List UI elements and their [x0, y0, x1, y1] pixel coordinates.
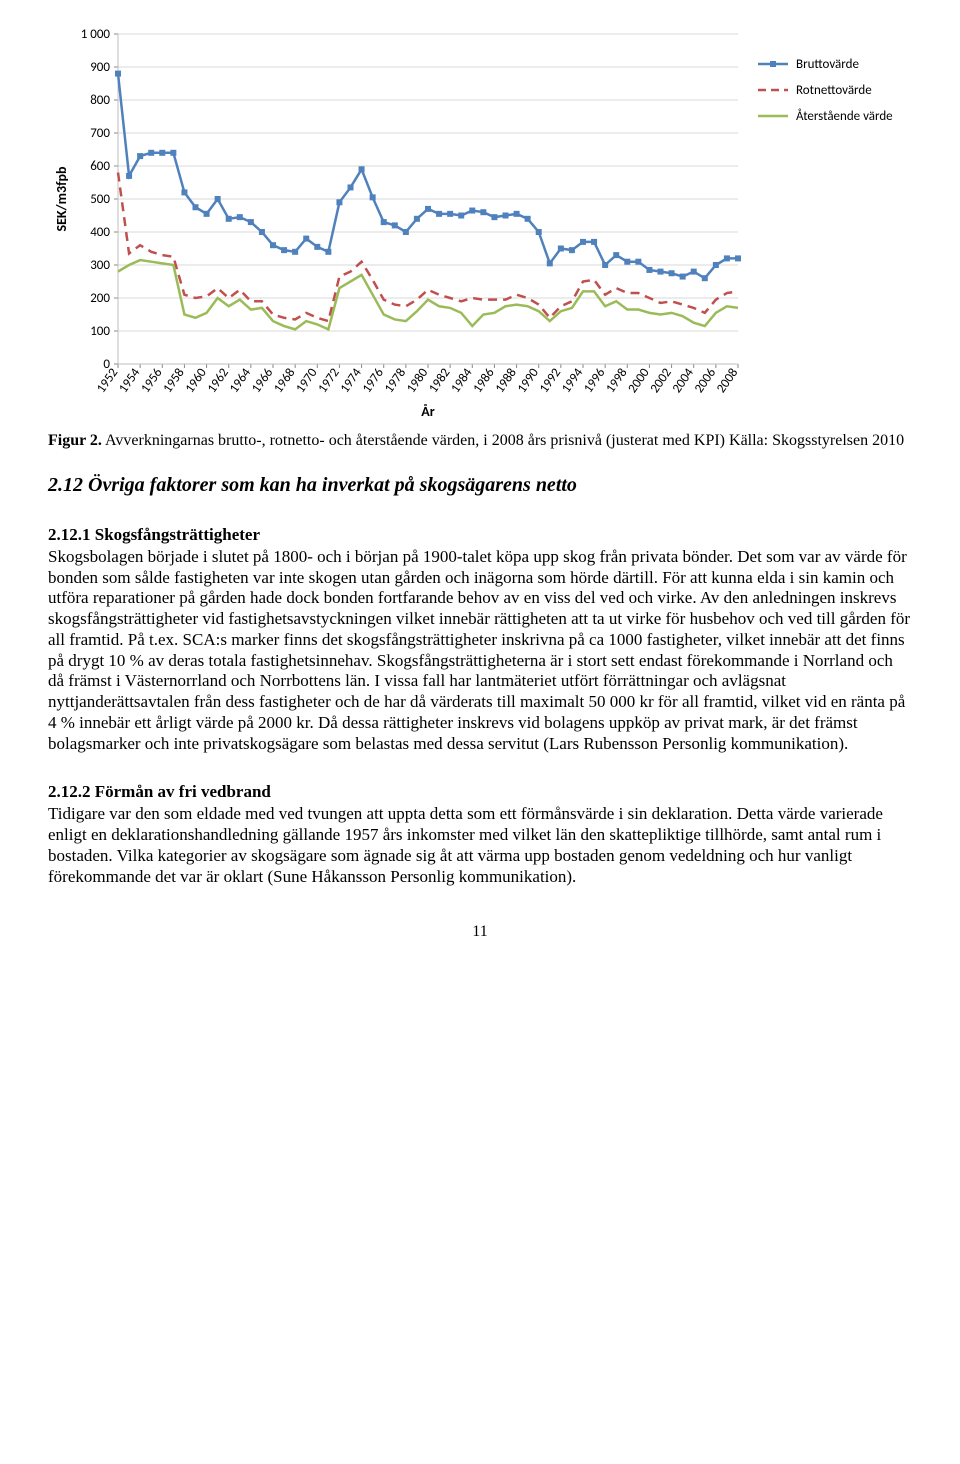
svg-text:1974: 1974 — [337, 365, 365, 396]
svg-text:SEK/m3fpb: SEK/m3fpb — [53, 166, 70, 232]
subheading-2-12-1: 2.12.1 Skogsfångsträttigheter — [48, 525, 912, 545]
figure-caption: Figur 2. Avverkningarnas brutto-, rotnet… — [48, 432, 912, 450]
svg-text:1992: 1992 — [537, 365, 565, 396]
svg-text:1964: 1964 — [227, 365, 255, 396]
figure-label: Figur 2. — [48, 432, 102, 449]
svg-text:1954: 1954 — [116, 365, 144, 396]
svg-text:500: 500 — [90, 192, 110, 207]
svg-text:800: 800 — [90, 93, 110, 108]
svg-text:600: 600 — [90, 159, 110, 174]
svg-text:400: 400 — [90, 225, 110, 240]
subheading-2-12-2: 2.12.2 Förmån av fri vedbrand — [48, 782, 912, 802]
figure-caption-text: Avverkningarnas brutto-, rotnetto- och å… — [102, 432, 904, 449]
svg-text:1994: 1994 — [559, 365, 587, 396]
svg-text:1968: 1968 — [271, 365, 299, 396]
svg-text:2004: 2004 — [670, 365, 698, 396]
svg-text:1960: 1960 — [182, 365, 210, 396]
svg-text:1990: 1990 — [515, 365, 543, 396]
svg-text:1996: 1996 — [581, 365, 609, 396]
svg-text:1956: 1956 — [138, 365, 166, 396]
svg-text:1976: 1976 — [360, 365, 388, 396]
svg-text:1952: 1952 — [94, 365, 122, 396]
svg-text:Återstående värde: Återstående värde — [796, 109, 893, 124]
svg-text:1962: 1962 — [205, 365, 233, 396]
svg-text:Bruttovärde: Bruttovärde — [796, 57, 859, 72]
svg-text:1982: 1982 — [426, 365, 454, 396]
svg-text:2006: 2006 — [692, 365, 720, 396]
svg-text:År: År — [421, 403, 434, 420]
svg-text:1980: 1980 — [404, 365, 432, 396]
svg-text:1984: 1984 — [448, 365, 476, 396]
section-heading-2-12: 2.12 Övriga faktorer som kan ha inverkat… — [48, 474, 912, 497]
svg-text:1978: 1978 — [382, 365, 410, 396]
svg-text:1 000: 1 000 — [81, 27, 111, 42]
svg-text:1988: 1988 — [492, 365, 520, 396]
page-number: 11 — [48, 923, 912, 941]
svg-text:1972: 1972 — [315, 365, 343, 396]
svg-text:900: 900 — [90, 60, 110, 75]
line-chart: 01002003004005006007008009001 0001952195… — [48, 24, 912, 424]
svg-text:2002: 2002 — [647, 365, 675, 396]
svg-text:1958: 1958 — [160, 365, 188, 396]
svg-text:700: 700 — [90, 126, 110, 141]
svg-text:2000: 2000 — [625, 365, 653, 396]
svg-text:300: 300 — [90, 258, 110, 273]
svg-text:1998: 1998 — [603, 365, 631, 396]
svg-text:Rotnettovärde: Rotnettovärde — [796, 83, 872, 98]
svg-text:1970: 1970 — [293, 365, 321, 396]
svg-text:200: 200 — [90, 291, 110, 306]
svg-text:2008: 2008 — [714, 365, 742, 396]
svg-text:100: 100 — [90, 324, 110, 339]
body-2-12-1: Skogsbolagen började i slutet på 1800- o… — [48, 547, 912, 754]
svg-text:1966: 1966 — [249, 365, 277, 396]
body-2-12-2: Tidigare var den som eldade med ved tvun… — [48, 804, 912, 887]
svg-text:1986: 1986 — [470, 365, 498, 396]
